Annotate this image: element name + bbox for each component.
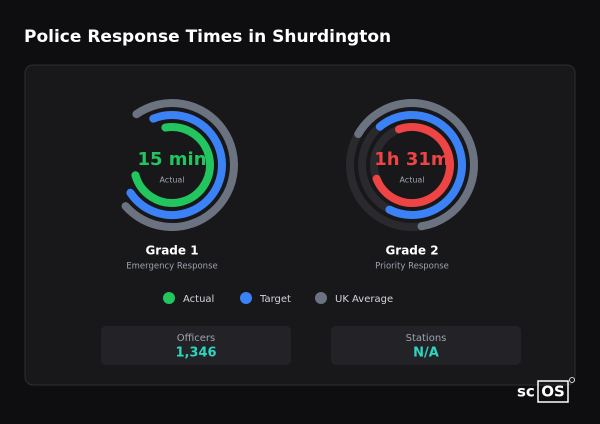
brand-boxed: OS [541,383,565,401]
actual-ring [130,122,214,207]
uk-average-ring [346,99,478,231]
gauge-name: Grade 2 [385,244,438,258]
gauge-name: Grade 1 [145,244,198,258]
gauge-value: 1h 31m [374,149,449,170]
stat-value: 1,346 [175,346,216,361]
legend-label: Target [259,294,291,305]
brand-mark [569,377,575,383]
stat-label: Stations [406,333,447,344]
gauge-label: Actual [399,176,424,185]
actual-ring [370,123,454,207]
stat-value: N/A [413,346,439,361]
brand-box [537,380,569,403]
stat-box [101,326,291,365]
legend-dot [240,292,252,304]
gauge-subtitle: Priority Response [375,262,449,272]
card [24,64,576,386]
title: Police Response Times in Shurdington [24,27,391,47]
gauge-value: 15 min [137,149,206,170]
stat-box [331,326,521,365]
legend-dot [163,292,175,304]
uk-average-ring [106,99,238,231]
target-ring [118,111,226,219]
legend-label: Actual [183,294,214,305]
gauge [106,99,238,231]
brand-prefix: sc [517,383,535,401]
legend-dot [315,292,327,304]
legend-label: UK Average [335,294,393,305]
stat-label: Officers [177,333,216,344]
gauge-subtitle: Emergency Response [126,262,217,272]
gauge [346,99,478,231]
gauge-label: Actual [159,176,184,185]
target-ring [357,111,466,219]
